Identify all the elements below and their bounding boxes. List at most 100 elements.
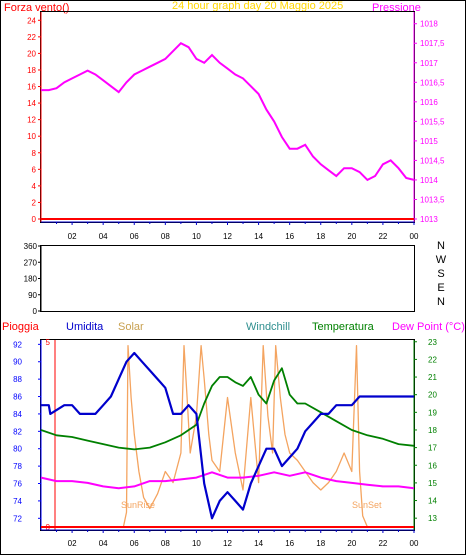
wind-axis-title: Forza vento() <box>4 2 69 14</box>
series-solar <box>41 345 414 528</box>
y-right-tick-label: 1015 <box>420 137 438 146</box>
humidity-tick-label: 84 <box>13 410 22 419</box>
temperature-tick-label: 15 <box>428 479 437 488</box>
temperature-tick-label: 14 <box>428 497 437 506</box>
y-right-tick-label: 1013 <box>420 215 438 224</box>
compass-letter: W <box>436 254 447 266</box>
x-tick-label: 02 <box>68 232 77 241</box>
sunset-label: SunSet <box>352 500 382 510</box>
y-left-tick-label: 18 <box>27 66 36 75</box>
x-tick-label: 14 <box>254 232 263 241</box>
y-right-tick-label: 1014 <box>420 176 438 185</box>
x-tick-label: 10 <box>192 232 201 241</box>
y-left-tick-label: 16 <box>27 83 36 92</box>
x-tick-label: 16 <box>285 232 294 241</box>
legend-rain: Pioggia <box>2 321 40 333</box>
y-left-tick-label: 2 <box>32 198 37 207</box>
humidity-tick-label: 78 <box>13 462 22 471</box>
temperature-tick-label: 17 <box>428 444 437 453</box>
legend-solar: Solar <box>118 321 144 333</box>
x-tick-label: 00 <box>410 232 419 241</box>
humidity-tick-label: 74 <box>13 497 22 506</box>
sunrise-label: SunRise <box>121 500 155 510</box>
direction-tick-label: 360 <box>24 242 38 251</box>
humidity-tick-label: 92 <box>13 340 22 349</box>
wind-pressure-plot: 02468101214161820222410131013,510141014,… <box>27 12 445 241</box>
x-tick-label: 22 <box>378 539 387 548</box>
y-left-tick-label: 0 <box>32 215 37 224</box>
series-dew-point <box>40 471 415 490</box>
y-left-tick-label: 10 <box>27 132 36 141</box>
y-left-tick-label: 6 <box>32 165 37 174</box>
compass-letter: S <box>437 268 444 280</box>
y-left-tick-label: 22 <box>27 33 36 42</box>
legend-dewpoint: Dew Point (°C) <box>392 321 465 333</box>
y-right-tick-label: 1015,5 <box>420 117 445 126</box>
x-tick-label: 06 <box>130 539 139 548</box>
series-umidita <box>41 351 414 520</box>
legend-windchill: Windchill <box>246 321 290 333</box>
y-right-tick-label: 1017,5 <box>420 39 445 48</box>
y-right-tick-label: 1017 <box>420 59 438 68</box>
legend-temperature: Temperatura <box>312 321 375 333</box>
x-tick-label: 00 <box>410 539 419 548</box>
x-tick-label: 22 <box>378 232 387 241</box>
temperature-tick-label: 21 <box>428 373 437 382</box>
y-left-tick-label: 14 <box>27 99 36 108</box>
y-left-tick-label: 4 <box>32 182 37 191</box>
temperature-tick-label: 19 <box>428 408 437 417</box>
x-tick-label: 08 <box>161 539 170 548</box>
climate-plot: 7274767880828486889092051314151617181920… <box>13 338 437 548</box>
y-right-tick-label: 1014,5 <box>420 156 445 165</box>
y-right-tick-label: 1016 <box>420 98 438 107</box>
y-left-tick-label: 24 <box>27 16 36 25</box>
x-tick-label: 20 <box>347 232 356 241</box>
series-temperatura <box>40 367 415 451</box>
y-right-tick-label: 1016,5 <box>420 78 445 87</box>
x-tick-label: 08 <box>161 232 170 241</box>
direction-tick-label: 180 <box>24 275 38 284</box>
y-left-tick-label: 12 <box>27 116 36 125</box>
rain-tick-label: 5 <box>46 338 51 347</box>
direction-tick-label: 0 <box>33 307 38 316</box>
x-tick-label: 10 <box>192 539 201 548</box>
x-tick-label: 14 <box>254 539 263 548</box>
legend-humidity: Umidita <box>66 321 104 333</box>
wind-direction-plot: 0 90 180 270 360 <box>24 242 42 316</box>
humidity-tick-label: 80 <box>13 445 22 454</box>
x-tick-label: 04 <box>99 232 108 241</box>
humidity-tick-label: 90 <box>13 358 22 367</box>
x-tick-label: 16 <box>285 539 294 548</box>
y-left-tick-label: 8 <box>32 149 37 158</box>
x-tick-label: 06 <box>130 232 139 241</box>
x-tick-label: 18 <box>316 539 325 548</box>
x-tick-label: 04 <box>99 539 108 548</box>
x-tick-label: 12 <box>223 232 232 241</box>
x-tick-label: 02 <box>68 539 77 548</box>
series-pressione <box>41 41 415 182</box>
x-tick-label: 20 <box>347 539 356 548</box>
humidity-tick-label: 88 <box>13 375 22 384</box>
y-right-tick-label: 1013,5 <box>420 195 445 204</box>
compass-letter: N <box>437 240 445 252</box>
temperature-tick-label: 18 <box>428 426 437 435</box>
humidity-tick-label: 76 <box>13 480 22 489</box>
temperature-tick-label: 20 <box>428 391 437 400</box>
humidity-tick-label: 86 <box>13 393 22 402</box>
direction-tick-label: 270 <box>24 258 38 267</box>
y-left-tick-label: 20 <box>27 49 36 58</box>
x-tick-label: 12 <box>223 539 232 548</box>
chart-title: 24 hour graph day 20 Maggio 2025 <box>172 0 343 12</box>
x-tick-label: 18 <box>316 232 325 241</box>
temperature-tick-label: 13 <box>428 514 437 523</box>
humidity-tick-label: 72 <box>13 514 22 523</box>
compass-letter: E <box>437 282 444 294</box>
temperature-tick-label: 23 <box>428 338 437 347</box>
y-right-tick-label: 1018 <box>420 20 438 29</box>
temperature-tick-label: 22 <box>428 355 437 364</box>
compass-letter: N <box>437 296 445 308</box>
temperature-tick-label: 16 <box>428 461 437 470</box>
